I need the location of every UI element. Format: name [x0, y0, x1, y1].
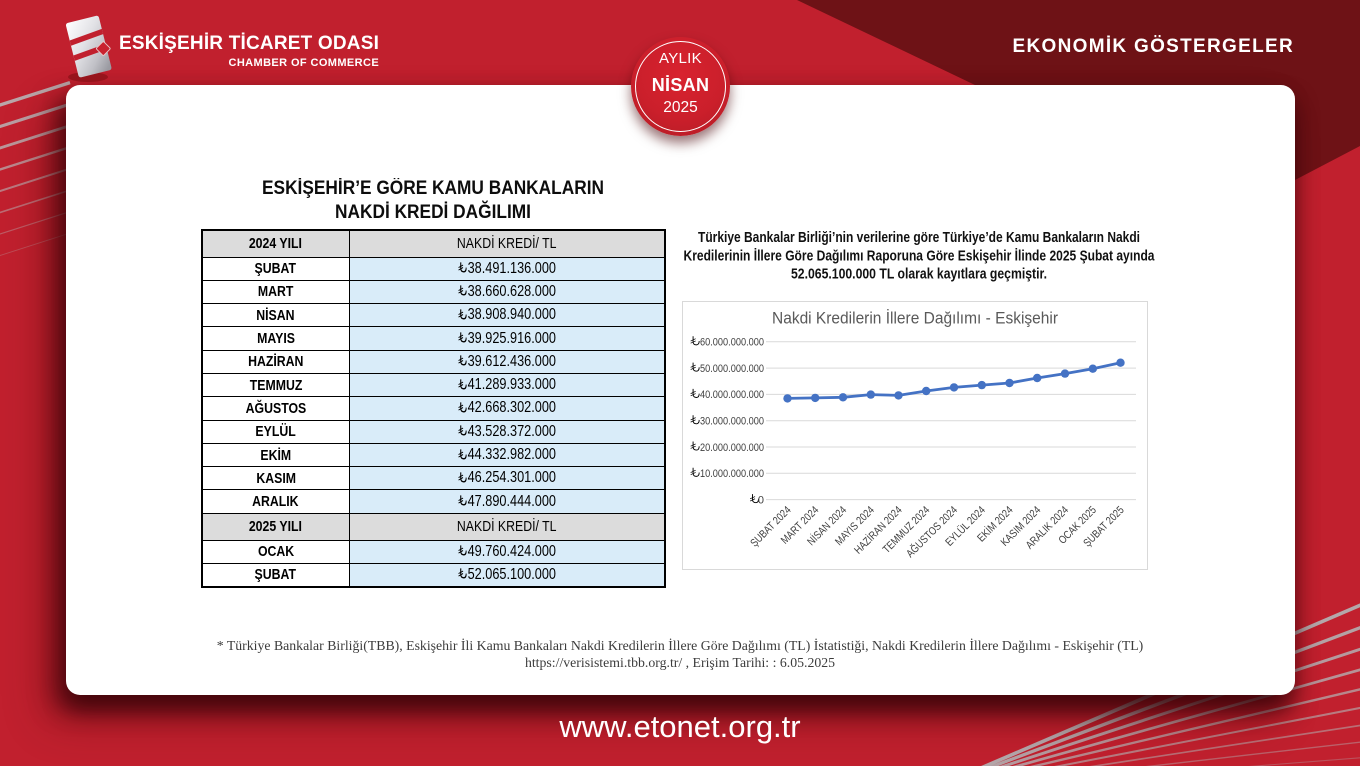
svg-text:20.000.000.000: 20.000.000.000	[700, 442, 764, 454]
svg-text:Nakdi Kredilerin İllere Dağılı: Nakdi Kredilerin İllere Dağılımı - Eskiş…	[772, 309, 1058, 328]
svg-text:52.065.100.000 TL olarak kayıt: 52.065.100.000 TL olarak kayıtlara geçmi…	[791, 266, 1047, 283]
svg-text:0: 0	[758, 494, 764, 506]
svg-text:50.000.000.000: 50.000.000.000	[700, 363, 764, 375]
svg-text:40.000.000.000: 40.000.000.000	[700, 389, 764, 401]
svg-text:60.000.000.000: 60.000.000.000	[700, 337, 764, 349]
svg-text:Türkiye Bankalar Birliği’nin v: Türkiye Bankalar Birliği’nin verilerine …	[698, 229, 1140, 246]
svg-text:Kredilerinin İllere Göre Dağıl: Kredilerinin İllere Göre Dağılımı Raporu…	[684, 247, 1156, 264]
svg-text:30.000.000.000: 30.000.000.000	[700, 416, 764, 428]
svg-text:10.000.000.000: 10.000.000.000	[700, 468, 764, 480]
